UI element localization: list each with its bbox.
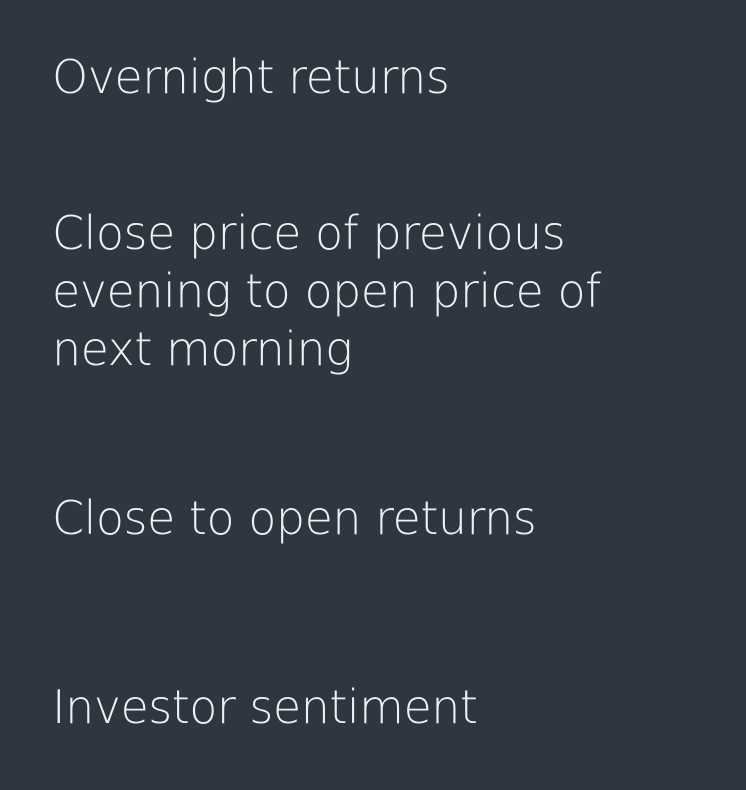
slide-text-close-to-open-returns: Close to open returns (52, 491, 537, 545)
slide-text-overnight-returns: Overnight returns (52, 50, 450, 104)
slide-text-investor-sentiment: Investor sentiment (52, 680, 478, 734)
slide-text-definition-line-2: evening to open price of (52, 264, 601, 318)
slide-text-definition-line-3: next morning (52, 322, 353, 376)
slide-text-definition-line-1: Close price of previous (52, 206, 566, 260)
